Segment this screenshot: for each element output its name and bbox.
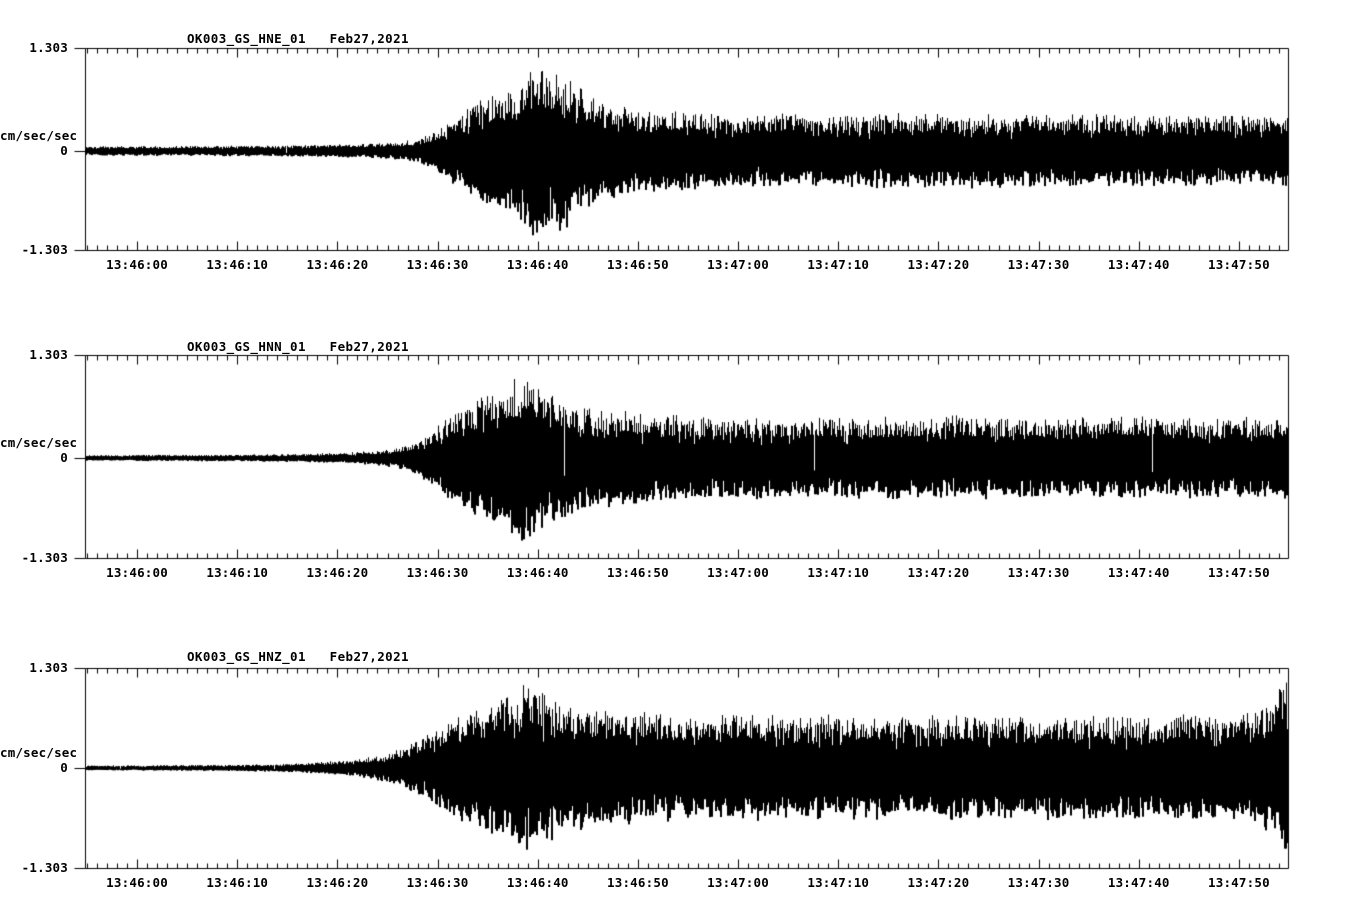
x-tick-label: 13:46:20 — [306, 875, 369, 890]
x-tick-label: 13:46:00 — [106, 565, 168, 580]
x-tick-label: 13:46:40 — [506, 257, 569, 272]
y-axis-unit-label-hnz: cm/sec/sec — [0, 745, 78, 760]
x-tick-label: 13:47:50 — [1208, 257, 1270, 272]
plot-title-hne: OK003_GS_HNE_01 Feb27,2021 — [187, 31, 409, 46]
y-tick-min-hne: -1.303 — [21, 242, 68, 257]
x-tick-label: 13:47:50 — [1208, 875, 1270, 890]
x-tick-label: 13:47:40 — [1107, 257, 1170, 272]
x-tick-label: 13:46:10 — [206, 565, 269, 580]
x-tick-label: 13:47:00 — [707, 565, 769, 580]
seismogram-panel-hnn: OK003_GS_HNN_01 Feb27,2021 cm/sec/sec 1.… — [0, 307, 1358, 608]
plot-title-hnz: OK003_GS_HNZ_01 Feb27,2021 — [187, 649, 409, 664]
x-tick-label: 13:46:20 — [306, 565, 369, 580]
x-tick-label: 13:47:30 — [1007, 565, 1070, 580]
x-tick-label: 13:47:10 — [807, 257, 870, 272]
y-tick-min-hnn: -1.303 — [21, 550, 68, 565]
waveform-canvas-hnn — [0, 307, 1358, 608]
x-tick-label: 13:46:50 — [607, 875, 669, 890]
y-axis-unit-label-hne: cm/sec/sec — [0, 128, 78, 143]
x-tick-label: 13:47:10 — [807, 875, 870, 890]
x-tick-label: 13:47:00 — [707, 257, 769, 272]
x-tick-label: 13:46:30 — [406, 257, 469, 272]
waveform-canvas-hne — [0, 0, 1358, 300]
x-tick-label: 13:46:10 — [206, 257, 269, 272]
x-tick-label: 13:47:50 — [1208, 565, 1270, 580]
x-tick-label: 13:47:30 — [1007, 257, 1070, 272]
y-tick-max-hne: 1.303 — [29, 40, 68, 55]
x-tick-label: 13:46:10 — [206, 875, 269, 890]
x-tick-label: 13:47:10 — [807, 565, 870, 580]
x-tick-label: 13:46:30 — [406, 875, 469, 890]
x-tick-label: 13:46:00 — [106, 875, 168, 890]
x-tick-label: 13:46:30 — [406, 565, 469, 580]
x-tick-label: 13:47:20 — [907, 875, 970, 890]
x-tick-label: 13:47:30 — [1007, 875, 1070, 890]
x-tick-label: 13:46:50 — [607, 257, 669, 272]
y-tick-zero-hne: 0 — [60, 143, 68, 158]
x-tick-label: 13:47:40 — [1107, 565, 1170, 580]
x-tick-label: 13:46:40 — [506, 565, 569, 580]
seismogram-panel-hne: OK003_GS_HNE_01 Feb27,2021 cm/sec/sec 1.… — [0, 0, 1358, 300]
y-axis-unit-label-hnn: cm/sec/sec — [0, 435, 78, 450]
x-tick-label: 13:46:50 — [607, 565, 669, 580]
y-tick-max-hnn: 1.303 — [29, 347, 68, 362]
plot-title-hnn: OK003_GS_HNN_01 Feb27,2021 — [187, 339, 409, 354]
x-tick-label: 13:46:40 — [506, 875, 569, 890]
y-tick-zero-hnz: 0 — [60, 760, 68, 775]
waveform-canvas-hnz — [0, 617, 1358, 924]
y-tick-max-hnz: 1.303 — [29, 660, 68, 675]
x-tick-label: 13:46:20 — [306, 257, 369, 272]
seismogram-panel-hnz: OK003_GS_HNZ_01 Feb27,2021 cm/sec/sec 1.… — [0, 617, 1358, 924]
x-tick-label: 13:46:00 — [106, 257, 168, 272]
y-tick-zero-hnn: 0 — [60, 450, 68, 465]
x-tick-label: 13:47:40 — [1107, 875, 1170, 890]
x-tick-label: 13:47:00 — [707, 875, 769, 890]
y-tick-min-hnz: -1.303 — [21, 860, 68, 875]
x-tick-label: 13:47:20 — [907, 565, 970, 580]
x-tick-label: 13:47:20 — [907, 257, 970, 272]
